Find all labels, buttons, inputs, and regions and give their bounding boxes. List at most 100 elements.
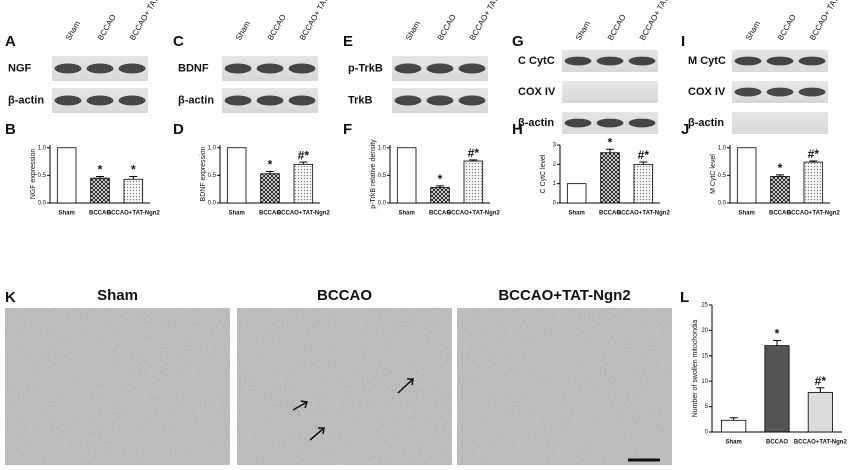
panel-letter: I [681,33,685,50]
y-tick-label: 5 [705,404,709,410]
y-tick-label: 0.0 [378,201,387,207]
significance: #* [815,374,827,388]
blot-label: C CytC [518,55,555,67]
bar [807,391,833,433]
x-tick-label: Sham [738,211,754,217]
y-tick-label: 0.5 [38,173,47,179]
lane-label: Sham [744,19,762,42]
blot-band [426,63,454,74]
y-tick-label: 0 [705,430,709,436]
significance: * [778,161,783,175]
y-axis-label: Number of swollen mitochondia [692,320,699,418]
y-axis-label: p-TrkB relative density [370,139,377,209]
blot-band [596,56,624,66]
bar [90,177,110,204]
bar [736,147,757,204]
lane-label: BCCAO+ TAT-Ngn2 [808,0,850,42]
panel-letter: L [680,289,689,306]
significance: #* [638,148,650,162]
bar [56,147,77,204]
blot-band [394,95,422,106]
micrograph [457,308,672,465]
panel-letter: H [512,121,523,138]
blot-band [288,95,316,106]
lane-label: BCCAO [606,13,628,42]
bar [463,160,484,204]
blot-label: β-actin [8,94,44,106]
blot-band [86,95,114,106]
blot-band [118,63,146,74]
lane-label: BCCAO+ TAT-Ngn2 [638,0,681,42]
blot-band [628,56,656,66]
blot-strip [732,112,828,134]
panel-letter: E [343,33,353,50]
x-tick-label: Sham [58,211,74,217]
blot-band [564,118,592,128]
y-axis-label: NGF expression [30,149,37,200]
y-axis-label: C CytC level [540,154,547,193]
x-tick-label: BCCAO [259,211,281,217]
blot-band [256,95,284,106]
arrows [292,378,660,462]
y-tick-label: 3 [553,143,557,149]
lane-label: Sham [404,19,422,42]
blot-label: TrkB [348,94,373,106]
lane-label: BCCAO [96,13,118,42]
panel-letter: K [5,289,16,306]
blot-band [118,95,146,106]
bar [396,147,417,204]
lane-label: Sham [64,19,82,42]
blot-strip [562,81,658,103]
blot-band [224,63,252,74]
x-tick-label: BCCAO+TAT-Ngn2 [107,211,161,217]
bar [633,163,654,204]
bar [566,183,587,204]
bar [721,419,747,433]
bar [260,173,280,204]
blot-band [564,56,592,66]
bar [770,176,790,204]
error-bar [299,161,308,165]
significance: * [608,135,613,149]
error-bar [606,148,614,153]
y-tick-label: 15 [701,353,708,359]
blot-label: COX IV [688,86,726,98]
y-tick-label: 0.5 [208,173,217,179]
x-tick-label: BCCAO+TAT-Ngn2 [447,211,501,217]
blot-band [766,87,794,97]
blot-band [734,87,762,97]
blot-band [766,56,794,66]
micrograph [5,308,230,465]
y-tick-label: 0.0 [38,201,47,207]
blot-label: COX IV [518,86,556,98]
micrograph-title: BCCAO+TAT-Ngn2 [498,287,630,304]
panel-letter: D [173,121,184,138]
lane-label: BCCAO+ TAT-Ngn2 [298,0,341,42]
bar [123,178,144,204]
blot-band [86,63,114,74]
y-tick-label: 20 [701,328,708,334]
blot-band [458,63,486,74]
blot-band [798,87,826,97]
error-bar [816,387,825,393]
blot-band [798,56,826,66]
y-tick-label: 1.0 [378,145,387,151]
y-tick-label: 1.0 [718,145,727,151]
lane-label: BCCAO [436,13,458,42]
blot-band [256,63,284,74]
error-bar [729,417,738,421]
micrograph [237,308,452,465]
x-tick-label: BCCAO+TAT-Ngn2 [277,211,331,217]
panel-letter: C [173,33,184,50]
y-tick-label: 1 [553,181,557,187]
bar [293,163,314,204]
y-tick-label: 1.0 [208,145,217,151]
blot-band [734,56,762,66]
x-tick-label: Sham [725,440,741,446]
error-bar [469,159,478,162]
lane-label: Sham [234,19,252,42]
blot-label: p-TrkB [348,62,383,74]
lane-label: BCCAO+ TAT-Ngn2 [128,0,171,42]
bar [600,152,620,204]
error-bar [436,185,444,188]
